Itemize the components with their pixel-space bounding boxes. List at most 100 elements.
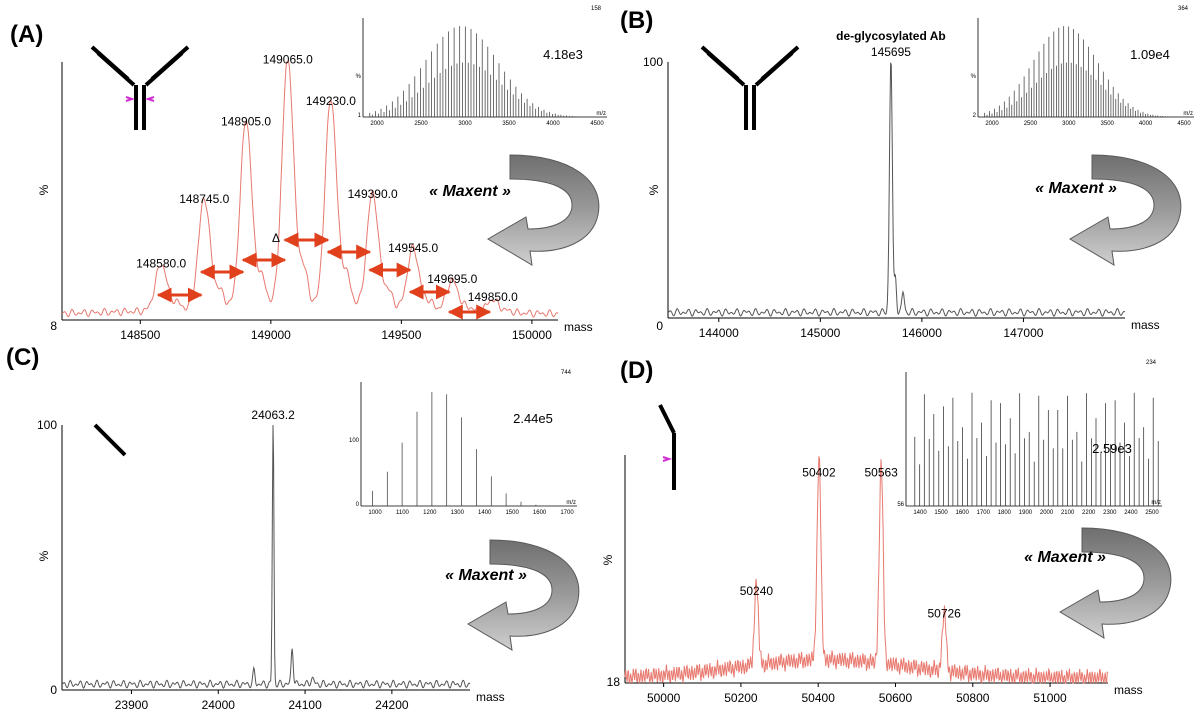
inset-x-tick: 2300 xyxy=(1103,510,1117,516)
antibody-arm xyxy=(700,45,740,81)
inset-y-bottom: 2 xyxy=(973,113,977,119)
inset-x-tick: 2000 xyxy=(985,121,999,127)
x-axis-label: mass xyxy=(1131,318,1160,332)
peak-label: 149230.0 xyxy=(306,94,356,108)
y-tick-bottom: 0 xyxy=(50,683,57,697)
x-tick-label: 50600 xyxy=(879,691,913,705)
inset-x-tick: 1400 xyxy=(478,510,492,516)
peak-label: 149065.0 xyxy=(263,53,313,67)
inset-x-tick: 1800 xyxy=(998,510,1012,516)
x-tick-label: 144000 xyxy=(699,326,739,340)
antibody-icon xyxy=(658,404,676,490)
inset-spectrum: 2000 2500 3000 3500 4000 4500 m/z% 1 158 4.18e3 xyxy=(356,6,607,127)
inset-corner-value: 158 xyxy=(591,6,602,12)
inset-x-tick: 4500 xyxy=(1177,121,1191,127)
glycan-icon xyxy=(144,96,155,102)
light-chain xyxy=(93,423,127,457)
inset-x-tick: 1900 xyxy=(1019,510,1033,516)
inset-intensity: 4.18e3 xyxy=(543,47,583,62)
peak-label: 149390.0 xyxy=(348,187,398,201)
y-axis-label: % xyxy=(647,184,661,195)
inset-intensity: 2.44e5 xyxy=(513,411,553,426)
inset-spectrum: 1000 1100 1200 1300 1400 1500 1600 1700m/z10007… xyxy=(349,370,577,516)
x-axis-label: mass xyxy=(1114,683,1143,697)
y-axis-label: % xyxy=(37,550,51,561)
inset-x-tick: 4000 xyxy=(546,121,560,127)
inset-peaks xyxy=(914,392,1159,506)
x-tick-label: 145000 xyxy=(800,326,840,340)
inset-y-bottom: 0 xyxy=(356,502,360,508)
x-tick-label: 24000 xyxy=(202,698,236,712)
inset-peaks xyxy=(372,391,552,506)
x-tick-label: 23900 xyxy=(115,698,149,712)
x-tick-label: 50000 xyxy=(647,691,681,705)
maxent-label: « Maxent » xyxy=(429,183,511,200)
maxent-arrow-icon xyxy=(1059,527,1172,639)
inset-corner-value: 364 xyxy=(1178,6,1189,12)
delta-symbol: Δ xyxy=(272,231,280,245)
x-tick-label: 149000 xyxy=(251,328,291,342)
inset-y-bottom: 1 xyxy=(358,113,362,119)
x-tick-label: 148500 xyxy=(120,328,160,342)
antibody-arm xyxy=(150,45,190,81)
inset-x-tick: 1600 xyxy=(533,510,547,516)
glycan-icon xyxy=(662,456,673,462)
inset-x-tick: 1700 xyxy=(560,510,574,516)
panel-0: (A) mass% 8 148500 149000 149500 150000 148580.… xyxy=(10,6,607,342)
curved-arrow-shape xyxy=(1059,527,1172,639)
inset-x-tick: 2000 xyxy=(370,121,384,127)
antibody-arm xyxy=(760,45,800,81)
maxent-label: « Maxent » xyxy=(445,567,527,584)
inset-x-tick: 2500 xyxy=(1024,121,1038,127)
inset-x-tick: 4500 xyxy=(590,121,604,127)
panel-1: (B) mass% 100 0 144000 145000 146000 147000 1456… xyxy=(620,6,1194,340)
chart-title: de-glycosylated Ab xyxy=(836,29,946,43)
spectrum-line xyxy=(61,424,471,689)
curved-arrow-shape xyxy=(1069,154,1182,266)
inset-x-tick: 2100 xyxy=(1061,510,1075,516)
curved-arrow-shape xyxy=(487,154,600,266)
spectrum-line xyxy=(667,62,1126,317)
inset-x-tick: 2500 xyxy=(414,121,428,127)
inset-intensity: 1.09e4 xyxy=(1130,47,1170,62)
antibody-icon xyxy=(700,45,800,130)
peak-label: 50240 xyxy=(740,584,774,598)
panel-label: (B) xyxy=(620,7,653,34)
x-tick-label: 24100 xyxy=(288,698,322,712)
y-tick-bottom: 8 xyxy=(50,319,57,333)
inset-x-tick: 1400 xyxy=(913,510,927,516)
panel-3: (D) mass% 18 50000 50200 50400 50600 50800 51000… xyxy=(601,357,1172,705)
inset-x-tick: 1100 xyxy=(396,510,410,516)
peak-label: 50563 xyxy=(864,465,898,479)
x-tick-label: 51000 xyxy=(1033,691,1067,705)
maxent-arrow-icon xyxy=(487,154,600,266)
inset-corner-value: 234 xyxy=(1146,360,1157,366)
y-axis-label: % xyxy=(37,184,51,195)
inset-x-tick: 3000 xyxy=(1062,121,1076,127)
antibody-icon xyxy=(93,423,127,457)
curved-arrow-shape xyxy=(467,539,580,651)
inset-x-tick: 4000 xyxy=(1139,121,1153,127)
peak-label: 149850.0 xyxy=(468,290,518,304)
peak-label: 50402 xyxy=(802,465,836,479)
panel-label: (C) xyxy=(6,344,39,371)
y-tick-top: 100 xyxy=(37,418,57,432)
x-tick-label: 50800 xyxy=(956,691,990,705)
x-axis-label: mass xyxy=(476,690,505,704)
antibody-icon xyxy=(90,45,190,130)
inset-x-tick: 1200 xyxy=(423,510,437,516)
inset-x-tick: 1700 xyxy=(977,510,991,516)
x-tick-label: 50200 xyxy=(724,691,758,705)
inset-x-tick: 1300 xyxy=(451,510,465,516)
y-axis-label: % xyxy=(601,554,615,565)
maxent-arrow-icon xyxy=(467,539,580,651)
peak-label: 148580.0 xyxy=(136,257,186,271)
inset-x-tick: 3000 xyxy=(458,121,472,127)
antibody-arm xyxy=(90,45,130,81)
inset-axis-label: m/z xyxy=(1151,500,1161,506)
x-tick-label: 24200 xyxy=(375,698,409,712)
inset-spectrum: 2000 2500 3000 3500 4000 4500 m/z% 2 364 1.09e4 xyxy=(971,6,1194,127)
inset-y-top: 100 xyxy=(349,438,360,444)
